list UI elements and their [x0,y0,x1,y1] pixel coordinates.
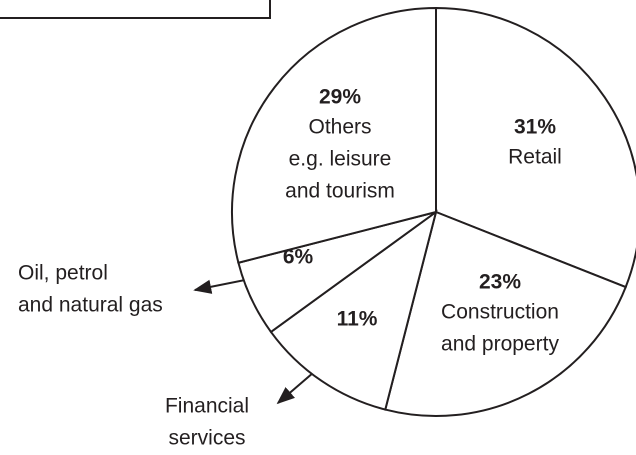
slice-label: e.g. leisure [289,148,392,171]
value-label: 29% [319,86,361,109]
slice-label: Construction [441,301,559,324]
slice-label: services [168,427,245,450]
value-label: 6% [283,246,314,269]
slice-label: and natural gas [18,294,163,317]
value-label: 31% [514,116,556,139]
frame-box [0,0,271,19]
pie-slice [384,210,627,417]
value-label: 23% [479,271,521,294]
slice-label: Others [308,116,371,139]
slice-label: Oil, petrol [18,262,108,285]
slice-label: Retail [508,146,562,169]
slice-label: and property [441,333,559,356]
slice-label: and tourism [285,180,395,203]
pie-slice [435,6,636,289]
pie-slice [231,6,437,264]
value-label: 11% [337,308,378,331]
pie-slice [269,209,438,411]
slice-label: Financial [165,395,249,418]
